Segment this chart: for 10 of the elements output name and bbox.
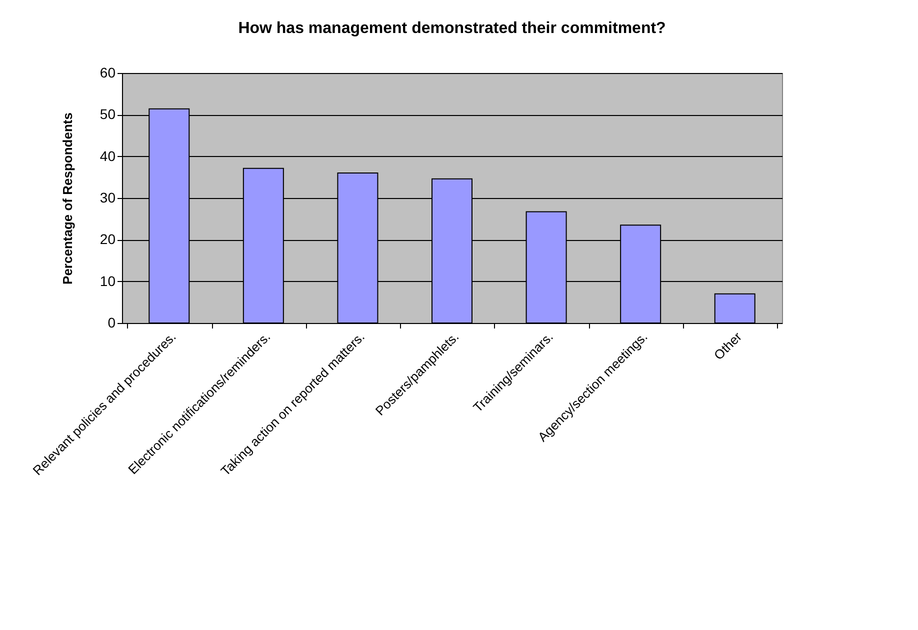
y-tick-label: 30 [100,190,116,206]
y-tick-label: 10 [100,272,116,289]
y-axis-title: Percentage of Respondents [60,112,75,284]
chart-title: How has management demonstrated their commitment? [238,20,666,37]
y-tick-label: 60 [100,64,116,80]
y-tick-label: 20 [100,231,116,248]
bar [714,293,756,324]
y-tick-label: 0 [108,314,116,330]
y-tick-label: 50 [100,106,116,122]
y-tick-label: 40 [100,148,116,164]
